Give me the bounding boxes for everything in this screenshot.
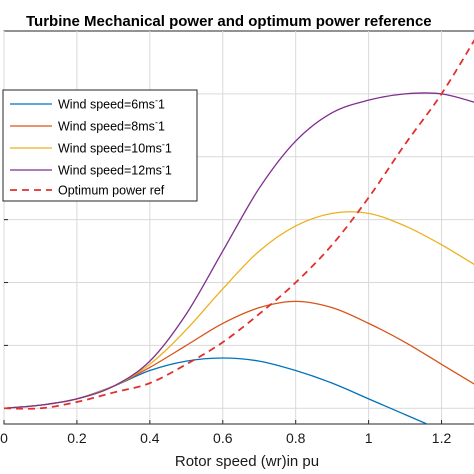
x-tick-label: 0.4 [140, 430, 160, 446]
chart-title: Turbine Mechanical power and optimum pow… [26, 13, 432, 30]
legend-label-sup: - [162, 140, 165, 150]
x-tick-labels: 0 0.2 0.4 0.6 0.8 1 1.2 [0, 430, 451, 446]
legend-label-sup: - [155, 96, 158, 106]
legend-label-sup: - [155, 118, 158, 128]
legend-label-main: Wind speed=10ms [58, 142, 162, 156]
legend-label-1: Wind speed=6ms-1 [58, 96, 165, 112]
x-tick-label: 0 [0, 430, 8, 446]
legend-box [2, 89, 198, 202]
legend-label-4: Wind speed=12ms-1 [58, 162, 172, 178]
legend-label-tail: 1 [158, 120, 165, 134]
series-line-5 [4, 39, 474, 410]
x-tick-label: 0.2 [67, 430, 87, 446]
legend-label-main: Wind speed=12ms [58, 164, 162, 178]
x-tick-label: 1 [365, 430, 373, 446]
legend-label-tail: 1 [165, 142, 172, 156]
series-lines [4, 39, 474, 424]
legend-label-3: Wind speed=10ms-1 [58, 140, 172, 156]
legend-label-main: Wind speed=6ms [58, 98, 155, 112]
legend-label-5: Optimum power ref [58, 184, 165, 198]
x-tick-label: 0.6 [213, 430, 233, 446]
legend-label-sup: - [162, 162, 165, 172]
legend-label-main: Optimum power ref [58, 184, 165, 198]
legend-label-main: Wind speed=8ms [58, 120, 155, 134]
x-tick-label: 0.8 [286, 430, 306, 446]
legend-label-2: Wind speed=8ms-1 [58, 118, 165, 134]
legend-label-tail: 1 [165, 164, 172, 178]
x-axis-label: Rotor speed (wr)in pu [175, 453, 319, 470]
x-tick-label: 1.2 [432, 430, 452, 446]
series-line-4 [4, 92, 474, 409]
legend-label-tail: 1 [158, 98, 165, 112]
